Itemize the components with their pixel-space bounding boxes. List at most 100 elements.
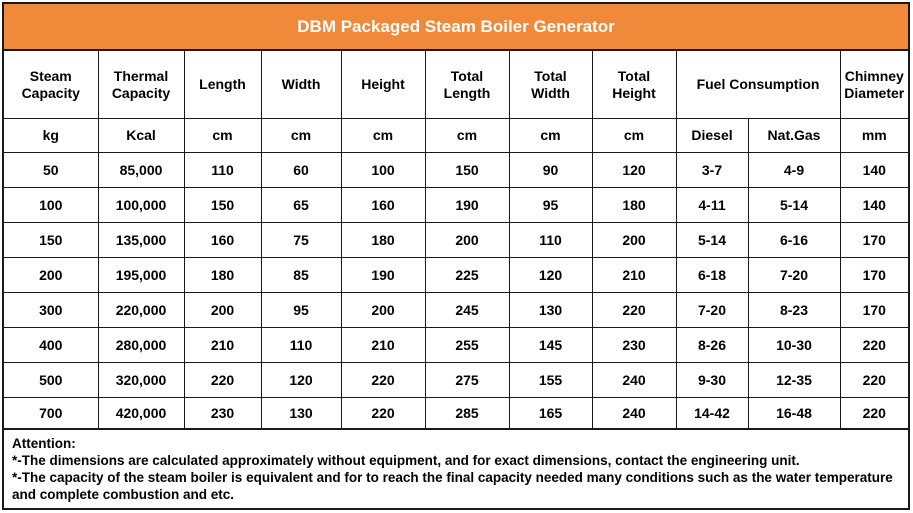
table-row: 300 220,000 200 95 200 245 130 220 7-20 8-23 170 — [4, 292, 909, 328]
table-cell: 95 — [260, 292, 342, 328]
unit-cell: Diesel — [675, 118, 749, 153]
attention-notes: Attention: *-The dimensions are calculat… — [4, 430, 908, 503]
table-cell: 200 — [183, 292, 262, 328]
table-cell: 16-48 — [747, 397, 841, 430]
table-cell: 150 — [183, 187, 262, 223]
table-cell: 255 — [424, 327, 510, 363]
table-cell: 50 — [4, 152, 99, 188]
table-cell: 240 — [591, 362, 677, 398]
table-cell: 150 — [4, 222, 99, 258]
table-cell: 180 — [183, 257, 262, 293]
unit-cell: kg — [4, 118, 99, 153]
table-cell: 155 — [508, 362, 593, 398]
table-cell: 285 — [424, 397, 510, 430]
table-cell: 200 — [591, 222, 677, 258]
table-cell: 145 — [508, 327, 593, 363]
table-cell: 3-7 — [675, 152, 749, 188]
column-header: Total Width — [508, 51, 593, 119]
unit-row: kg Kcal cm cm cm cm cm cm Diesel Nat.Gas mm — [4, 118, 909, 153]
table-cell: 110 — [508, 222, 593, 258]
table-cell: 160 — [340, 187, 426, 223]
table-cell: 220 — [839, 327, 909, 363]
unit-cell: mm — [839, 118, 909, 153]
unit-cell: cm — [424, 118, 510, 153]
table-cell: 130 — [508, 292, 593, 328]
table-cell: 6-16 — [747, 222, 841, 258]
table-cell: 85 — [260, 257, 342, 293]
table-row: 200 195,000 180 85 190 225 120 210 6-18 7-20 170 — [4, 257, 909, 293]
table-cell: 120 — [508, 257, 593, 293]
table-cell: 6-18 — [675, 257, 749, 293]
note-line: *-The dimensions are calculated approxim… — [12, 453, 800, 468]
table-cell: 4-11 — [675, 187, 749, 223]
table-cell: 7-20 — [675, 292, 749, 328]
spec-table: Steam Capacity Thermal Capacity Length Widt… — [4, 51, 909, 430]
unit-cell: Nat.Gas — [747, 118, 841, 153]
table-cell: 190 — [340, 257, 426, 293]
spec-table-body: Steam Capacity Thermal Capacity Length Widt… — [4, 51, 909, 430]
table-cell: 220 — [839, 397, 909, 430]
unit-cell: cm — [260, 118, 342, 153]
table-cell: 230 — [183, 397, 262, 430]
unit-cell: cm — [183, 118, 262, 153]
table-cell: 220,000 — [97, 292, 185, 328]
table-cell: 8-23 — [747, 292, 841, 328]
table-cell: 85,000 — [97, 152, 185, 188]
table-cell: 220 — [591, 292, 677, 328]
table-cell: 180 — [340, 222, 426, 258]
table-cell: 75 — [260, 222, 342, 258]
table-cell: 220 — [340, 362, 426, 398]
table-cell: 12-35 — [747, 362, 841, 398]
column-header: Fuel Consumption — [675, 51, 841, 119]
header-row: Steam Capacity Thermal Capacity Length Widt… — [4, 51, 909, 119]
column-header: Steam Capacity — [4, 51, 99, 119]
table-cell: 280,000 — [97, 327, 185, 363]
table-cell: 100,000 — [97, 187, 185, 223]
table-cell: 14-42 — [675, 397, 749, 430]
notes-heading: Attention: — [12, 436, 76, 451]
table-row: 50 85,000 110 60 100 150 90 120 3-7 4-9 140 — [4, 152, 909, 188]
table-cell: 225 — [424, 257, 510, 293]
table-cell: 200 — [340, 292, 426, 328]
table-cell: 7-20 — [747, 257, 841, 293]
table-cell: 400 — [4, 327, 99, 363]
table-cell: 195,000 — [97, 257, 185, 293]
table-cell: 300 — [4, 292, 99, 328]
column-header: Height — [340, 51, 426, 119]
table-cell: 220 — [340, 397, 426, 430]
table-cell: 170 — [839, 257, 909, 293]
table-row: 500 320,000 220 120 220 275 155 240 9-30 12-35 220 — [4, 362, 909, 398]
table-cell: 210 — [183, 327, 262, 363]
table-cell: 8-26 — [675, 327, 749, 363]
table-cell: 100 — [4, 187, 99, 223]
table-cell: 135,000 — [97, 222, 185, 258]
table-cell: 10-30 — [747, 327, 841, 363]
table-cell: 110 — [260, 327, 342, 363]
table-cell: 60 — [260, 152, 342, 188]
table-row: 100 100,000 150 65 160 190 95 180 4-11 5-14 140 — [4, 187, 909, 223]
table-cell: 90 — [508, 152, 593, 188]
table-cell: 165 — [508, 397, 593, 430]
table-cell: 130 — [260, 397, 342, 430]
unit-cell: Kcal — [97, 118, 185, 153]
table-cell: 500 — [4, 362, 99, 398]
table-cell: 230 — [591, 327, 677, 363]
table-row: 150 135,000 160 75 180 200 110 200 5-14 6-16 170 — [4, 222, 909, 258]
table-cell: 140 — [839, 152, 909, 188]
table-cell: 120 — [591, 152, 677, 188]
table-cell: 210 — [340, 327, 426, 363]
table-cell: 180 — [591, 187, 677, 223]
table-cell: 150 — [424, 152, 510, 188]
table-cell: 120 — [260, 362, 342, 398]
column-header: Total Length — [424, 51, 510, 119]
table-cell: 245 — [424, 292, 510, 328]
table-cell: 110 — [183, 152, 262, 188]
column-header: Chimney Diameter — [839, 51, 909, 119]
table-cell: 200 — [4, 257, 99, 293]
table-cell: 9-30 — [675, 362, 749, 398]
column-header: Total Height — [591, 51, 677, 119]
table-cell: 200 — [424, 222, 510, 258]
table-cell: 700 — [4, 397, 99, 430]
